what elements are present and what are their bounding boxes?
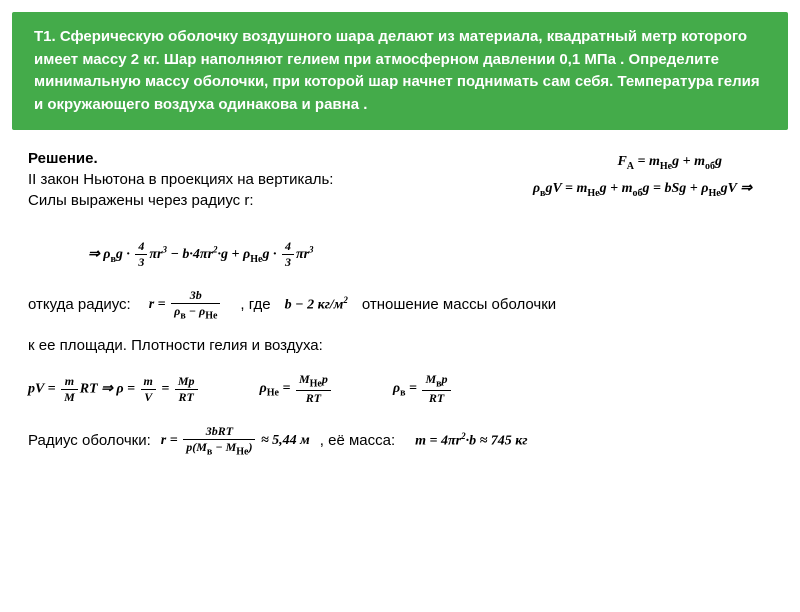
radius-row: откуда радиус: r = 3bρв − ρHe , где b − … [28, 288, 772, 321]
shell-radius-label: Радиус оболочки: [28, 432, 151, 449]
mass-formula: m = 4πr2·b ≈ 745 кг [415, 431, 527, 450]
shell-radius-formula: r = 3bRTp(Mв − MHe) ≈ 5,44 м [161, 424, 310, 457]
where-label: , где [240, 296, 270, 313]
solution-content: Решение. II закон Ньютона в проекциях на… [0, 142, 800, 473]
radius-label: откуда радиус: [28, 296, 131, 313]
formula-long1: ρвgV = mHeg + mобg = bSg + ρHegV ⇒ [533, 180, 752, 199]
formula-long2: ⇒ ρвg · 43πr3 − b·4πr2·g + ρHeg · 43πr3 [88, 247, 314, 262]
pv-formula: pV = mMRT ⇒ ρ = mV = MpRT [28, 374, 200, 405]
density-formulas-row: pV = mMRT ⇒ ρ = mV = MpRT ρHe = MHepRT ρ… [28, 372, 772, 405]
b-def: b − 2 кг/м2 [285, 295, 348, 314]
formula-fa: FA = mHeg + mобg [617, 154, 722, 172]
density-intro: к ее площади. Плотности гелия и воздуха: [28, 337, 772, 354]
rho-he-formula: ρHe = MHepRT [260, 372, 333, 405]
mass-label: , её масса: [320, 432, 395, 449]
problem-text: Т1. Сферическую оболочку воздушного шара… [34, 26, 766, 116]
b-tail: отношение массы оболочки [362, 296, 556, 313]
rho-v-formula: ρв = MвpRT [393, 372, 453, 405]
problem-header: Т1. Сферическую оболочку воздушного шара… [12, 12, 788, 130]
final-row: Радиус оболочки: r = 3bRTp(Mв − MHe) ≈ 5… [28, 424, 772, 457]
radius-formula: r = 3bρв − ρHe [149, 288, 223, 321]
